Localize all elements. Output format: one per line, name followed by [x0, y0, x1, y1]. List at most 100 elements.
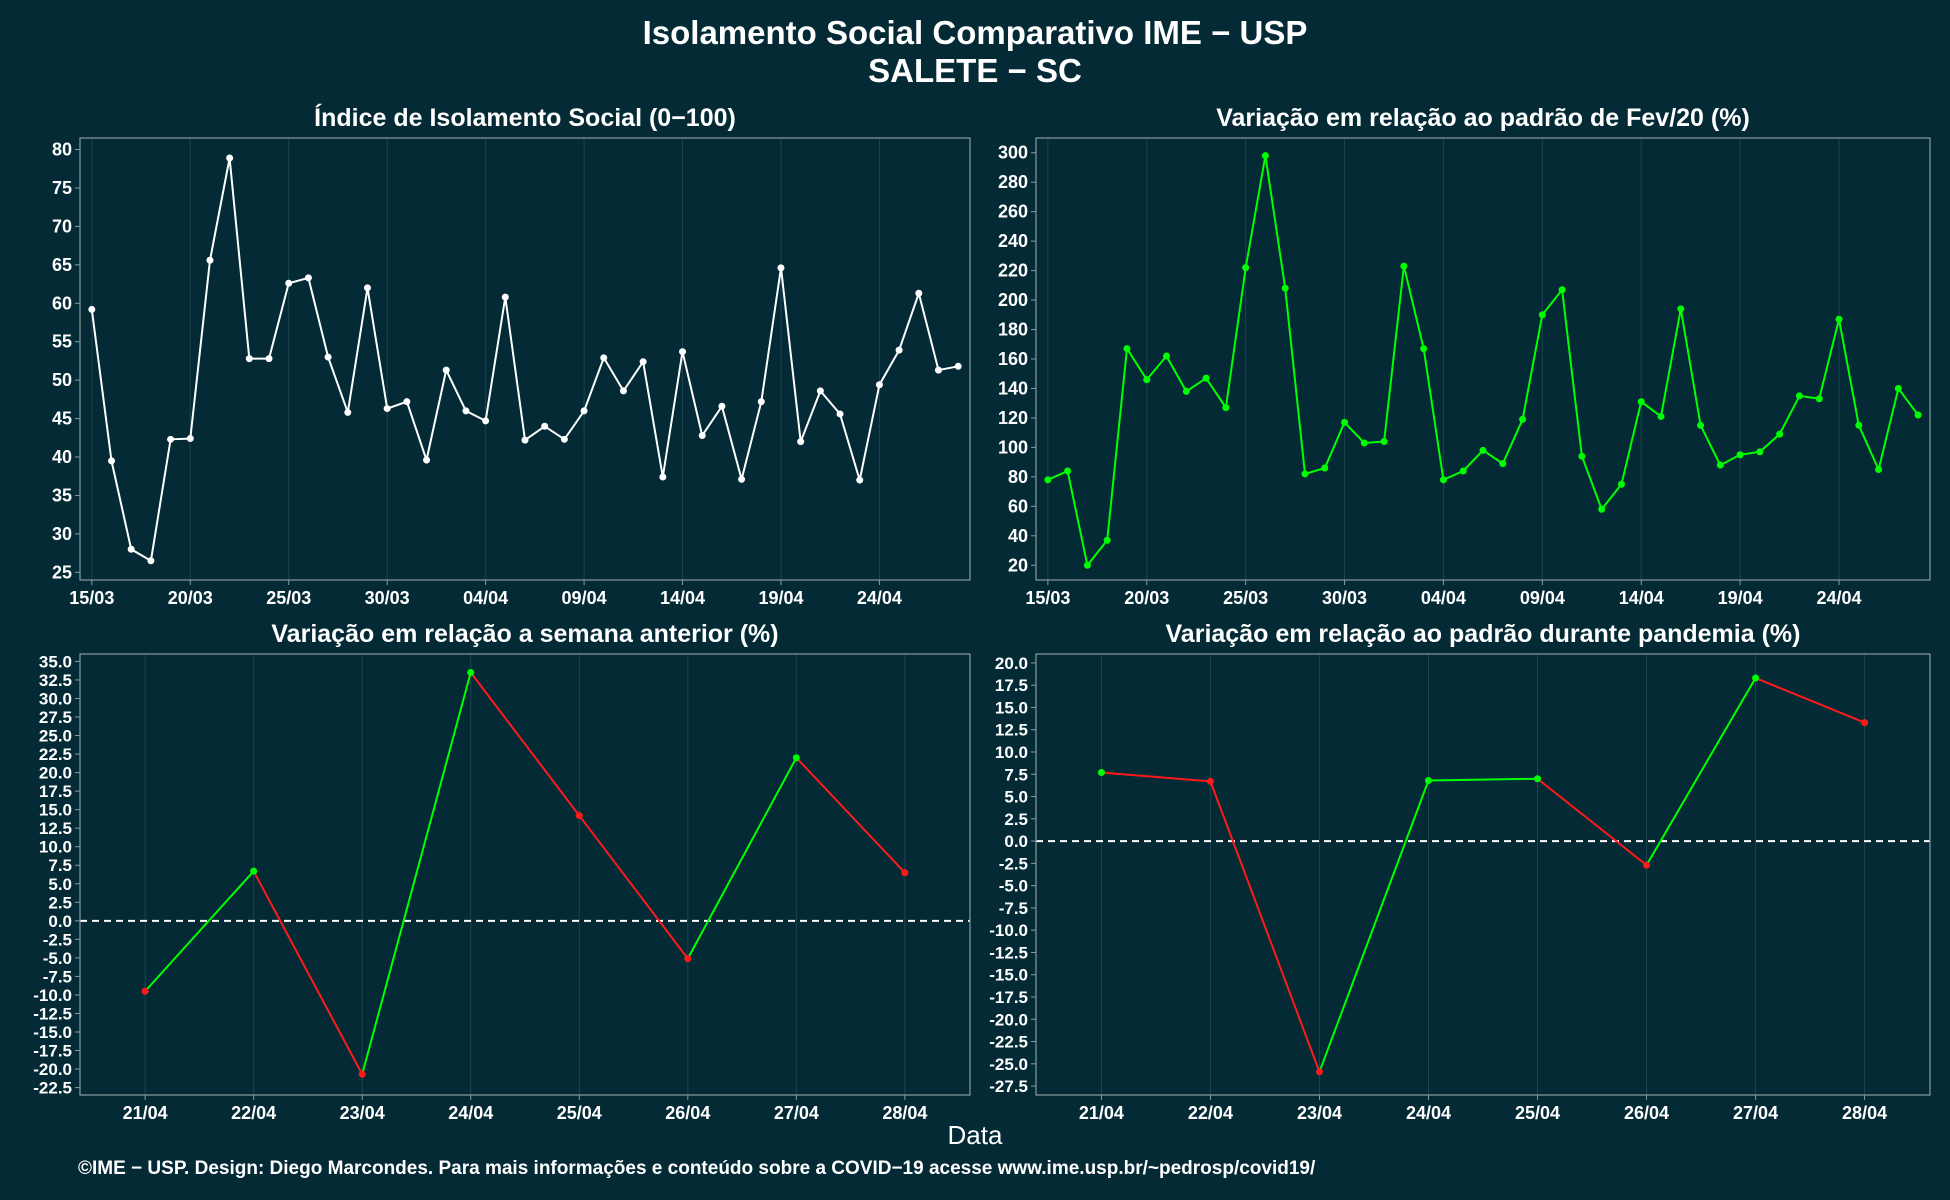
y-tick-label: 2.5 [1004, 810, 1028, 829]
data-point [1123, 345, 1131, 353]
data-point [1736, 451, 1744, 459]
y-tick-label: 30.0 [39, 689, 72, 708]
data-point [501, 293, 509, 301]
panel-title: Índice de Isolamento Social (0−100) [314, 103, 736, 132]
data-point [1776, 430, 1784, 438]
data-point [698, 431, 706, 439]
series-segment [1101, 771, 1211, 783]
y-tick-label: -7.5 [999, 899, 1028, 918]
series-segment [361, 672, 472, 1075]
figure-title: Isolamento Social Comparativo IME − USP [642, 14, 1308, 51]
y-tick-label: 20 [1008, 555, 1028, 575]
data-point [462, 407, 470, 415]
y-tick-label: 260 [998, 202, 1028, 222]
y-tick-label: 60 [1008, 496, 1028, 516]
data-point [1716, 461, 1724, 469]
y-tick-label: -2.5 [43, 930, 72, 949]
data-point [226, 154, 234, 162]
data-point [1064, 467, 1072, 475]
y-tick-label: -20.0 [33, 1060, 72, 1079]
data-point [560, 435, 568, 443]
data-point [954, 362, 962, 370]
x-tick-label: 21/04 [123, 1103, 168, 1123]
y-tick-label: -2.5 [999, 854, 1028, 873]
data-point [580, 407, 588, 415]
data-point [1281, 284, 1289, 292]
data-point [718, 402, 726, 410]
series-segment [1645, 677, 1757, 866]
y-tick-label: -7.5 [43, 967, 72, 986]
data-point [1578, 452, 1586, 460]
data-point [250, 867, 258, 875]
y-tick-label: 7.5 [1004, 765, 1028, 784]
series-segment [144, 870, 255, 992]
x-tick-label: 04/04 [1421, 588, 1466, 608]
y-tick-label: -22.5 [33, 1079, 72, 1098]
x-tick-label: 14/04 [1619, 588, 1664, 608]
y-tick-label: 25 [52, 562, 72, 582]
data-point [836, 410, 844, 418]
y-tick-label: 15.0 [995, 698, 1028, 717]
data-point [482, 417, 490, 425]
data-point [383, 405, 391, 413]
y-tick-label: 15.0 [39, 801, 72, 820]
y-tick-label: 7.5 [48, 856, 72, 875]
y-tick-label: -17.5 [33, 1042, 72, 1061]
data-point [1499, 460, 1507, 468]
y-tick-label: 80 [52, 140, 72, 160]
y-tick-label: 75 [52, 178, 72, 198]
data-point [147, 557, 155, 565]
data-point [1163, 352, 1171, 360]
data-point [777, 264, 785, 272]
data-point [1637, 398, 1645, 406]
data-point [1558, 286, 1566, 294]
x-tick-label: 25/04 [1515, 1103, 1560, 1123]
data-point [901, 869, 909, 877]
data-point [1861, 719, 1869, 727]
data-point [1420, 345, 1428, 353]
y-tick-label: 240 [998, 231, 1028, 251]
y-tick-label: -17.5 [989, 988, 1028, 1007]
series-segment [1209, 781, 1321, 1073]
y-tick-label: 32.5 [39, 671, 72, 690]
data-point [1617, 480, 1625, 488]
data-point [344, 408, 352, 416]
y-tick-label: -5.0 [43, 949, 72, 968]
panel-border [1035, 137, 1931, 581]
data-point [1380, 438, 1388, 446]
series-segment [1428, 777, 1538, 782]
y-tick-label: 5.0 [48, 875, 72, 894]
data-point [245, 355, 253, 363]
y-tick-label: 5.0 [1004, 788, 1028, 807]
data-point [1677, 305, 1685, 313]
data-point [285, 279, 293, 287]
y-tick-label: -25.0 [989, 1055, 1028, 1074]
y-tick-label: 25.0 [39, 727, 72, 746]
y-tick-label: -10.0 [989, 921, 1028, 940]
data-point [1855, 421, 1863, 429]
x-tick-label: 22/04 [231, 1103, 276, 1123]
y-tick-label: 20.0 [995, 654, 1028, 673]
data-point [1875, 466, 1883, 473]
y-tick-label: -22.5 [989, 1033, 1028, 1052]
plot-area [80, 654, 970, 1095]
data-point [934, 366, 942, 374]
data-point [1315, 1068, 1323, 1076]
data-point [1439, 476, 1447, 484]
y-tick-label: 120 [998, 408, 1028, 428]
y-tick-label: 2.5 [48, 893, 72, 912]
x-tick-label: 24/04 [1406, 1103, 1451, 1123]
y-tick-label: 70 [52, 216, 72, 236]
data-point [1097, 768, 1105, 776]
series-segment [795, 757, 906, 874]
data-point [856, 476, 864, 484]
data-point [1752, 674, 1760, 682]
y-tick-label: 40 [52, 447, 72, 467]
x-axis-label: Data [947, 1120, 1003, 1150]
data-point [186, 435, 194, 443]
data-point [1835, 315, 1843, 323]
y-tick-label: 20.0 [39, 764, 72, 783]
data-point [1202, 374, 1210, 382]
